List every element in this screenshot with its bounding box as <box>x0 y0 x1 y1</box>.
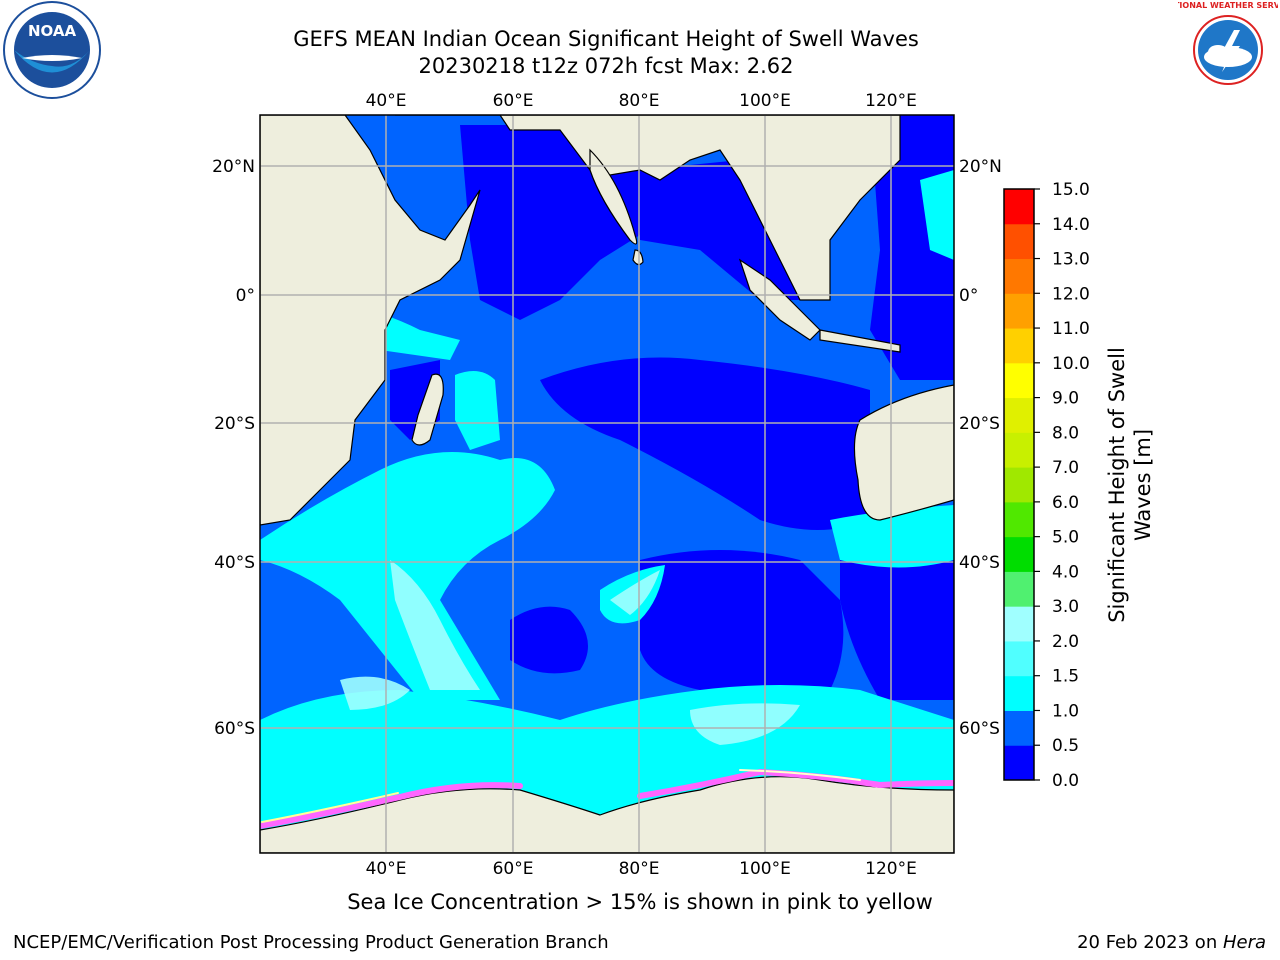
svg-text:NOAA: NOAA <box>28 22 77 40</box>
colorbar-tick-label: 8.0 <box>1052 423 1079 443</box>
colorbar-segment <box>1004 467 1034 503</box>
colorbar-tick-label: 0.0 <box>1052 771 1079 791</box>
colorbar-tick-label: 1.5 <box>1052 667 1079 687</box>
swell-band-1.5-2.0 <box>340 560 800 745</box>
lon-tick: 100°E <box>739 859 791 879</box>
colorbar-tick-label: 3.0 <box>1052 597 1079 617</box>
colorbar-tick-label: 4.0 <box>1052 562 1079 582</box>
colorbar-label-line1: Significant Height of Swell <box>1105 347 1129 623</box>
lon-tick: 120°E <box>865 859 917 879</box>
lat-tick: 60°S <box>214 719 255 739</box>
footer-branch: NCEP/EMC/Verification Post Processing Pr… <box>13 932 609 953</box>
lat-tick: 20°S <box>959 414 1000 434</box>
lat-tick: 20°N <box>959 157 1002 177</box>
colorbar-segment <box>1004 258 1034 294</box>
noaa-logo: NOAA <box>3 1 101 99</box>
lon-tick: 40°E <box>366 91 407 111</box>
lat-ticks-left: 20°N 0° 20°S 40°S 60°S <box>212 157 255 739</box>
lon-tick: 60°E <box>493 91 534 111</box>
map-frame <box>259 114 955 854</box>
colorbar-segment <box>1004 536 1034 572</box>
svg-text:NATIONAL WEATHER SERVICE: NATIONAL WEATHER SERVICE <box>1178 1 1278 10</box>
colorbar-segment <box>1004 571 1034 607</box>
colorbar-frame <box>1003 188 1035 781</box>
footer-date: 20 Feb 2023 on Hera <box>1077 932 1266 953</box>
colorbar-segment <box>1004 710 1034 746</box>
lat-tick: 20°N <box>212 157 255 177</box>
lon-tick: 120°E <box>865 91 917 111</box>
lon-tick: 60°E <box>493 859 534 879</box>
lat-tick: 60°S <box>959 719 1000 739</box>
colorbar-tick-label: 6.0 <box>1052 493 1079 513</box>
colorbar-segment <box>1004 606 1034 642</box>
lon-tick: 100°E <box>739 91 791 111</box>
colorbar-ticks: 0.0 0.5 1.0 1.5 2.0 3.0 4.0 5.0 6.0 7.0 8.0 9.0 10.0… <box>1034 180 1090 791</box>
lat-tick: 40°S <box>214 553 255 573</box>
sea-ice-fringe <box>260 768 954 829</box>
lon-tick: 80°E <box>619 859 660 879</box>
colorbar-tick-label: 1.0 <box>1052 701 1079 721</box>
land-madagascar <box>411 373 444 446</box>
colorbar-tick-label: 14.0 <box>1052 215 1090 235</box>
colorbar-segment <box>1004 362 1034 399</box>
colorbar-tick-label: 11.0 <box>1052 319 1090 339</box>
colorbar-segment <box>1004 189 1034 225</box>
colorbar <box>1004 189 1034 781</box>
chart-title-line2: 20230218 t12z 072h fcst Max: 2.62 <box>418 54 794 78</box>
chart-title-line1: GEFS MEAN Indian Ocean Significant Heigh… <box>293 27 919 51</box>
colorbar-segment <box>1004 640 1034 677</box>
lat-tick: 0° <box>236 286 255 306</box>
colorbar-tick-label: 2.0 <box>1052 632 1079 652</box>
lon-tick: 40°E <box>366 859 407 879</box>
lat-tick: 40°S <box>959 553 1000 573</box>
lat-tick: 20°S <box>214 414 255 434</box>
land-india <box>589 148 638 245</box>
lat-ticks-right: 20°N 0° 20°S 40°S 60°S <box>959 157 1002 739</box>
footer-date-text: 20 Feb 2023 on <box>1077 932 1223 953</box>
colorbar-segment <box>1004 745 1034 781</box>
nws-logo: NATIONAL WEATHER SERVICE <box>1178 1 1278 98</box>
land-java <box>819 329 901 353</box>
colorbar-tick-label: 10.0 <box>1052 354 1090 374</box>
colorbar-segment <box>1004 397 1034 433</box>
colorbar-segment <box>1004 293 1034 329</box>
colorbar-tick-label: 7.0 <box>1052 458 1079 478</box>
colorbar-label-line2: Waves [m] <box>1131 429 1155 541</box>
colorbar-tick-label: 12.0 <box>1052 284 1090 304</box>
map-area <box>260 115 954 853</box>
land-australia <box>853 384 954 521</box>
footer-host: Hera <box>1222 932 1266 953</box>
lat-tick: 0° <box>959 286 978 306</box>
colorbar-tick-label: 15.0 <box>1052 180 1090 200</box>
colorbar-segment <box>1004 501 1034 538</box>
land-asia <box>395 115 901 301</box>
colorbar-segment <box>1004 328 1034 364</box>
colorbar-tick-label: 5.0 <box>1052 528 1079 548</box>
lon-ticks-bottom: 40°E 60°E 80°E 100°E 120°E <box>366 859 917 879</box>
colorbar-tick-label: 9.0 <box>1052 389 1079 409</box>
lon-tick: 80°E <box>619 91 660 111</box>
colorbar-segment <box>1004 432 1034 468</box>
colorbar-segment <box>1004 675 1034 711</box>
colorbar-label: Significant Height of Swell Waves [m] <box>1105 347 1155 623</box>
lon-ticks-top: 40°E 60°E 80°E 100°E 120°E <box>366 91 917 111</box>
colorbar-tick-label: 0.5 <box>1052 736 1079 756</box>
colorbar-tick-label: 13.0 <box>1052 250 1090 270</box>
sea-ice-caption: Sea Ice Concentration > 15% is shown in … <box>347 890 933 914</box>
colorbar-segment <box>1004 223 1034 260</box>
map-gridlines <box>260 115 954 853</box>
